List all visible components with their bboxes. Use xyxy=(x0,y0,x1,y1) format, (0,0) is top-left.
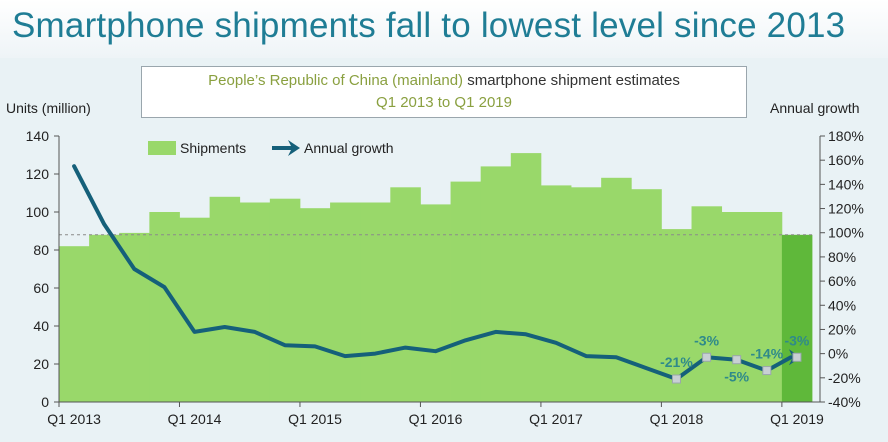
right-axis-title: Annual growth xyxy=(770,100,860,116)
left-tick-label: 120 xyxy=(26,166,50,182)
left-tick-label: 20 xyxy=(33,356,49,372)
bar-q4-2015 xyxy=(390,187,421,402)
growth-point-marker xyxy=(732,355,742,365)
left-tick-label: 40 xyxy=(33,318,49,334)
growth-point-marker xyxy=(762,366,772,376)
subtitle-line-1: People’s Republic of China (mainland) sm… xyxy=(142,72,746,89)
growth-data-label: -5% xyxy=(724,369,749,385)
bar-q3-2017 xyxy=(601,177,632,402)
bar-q4-2014 xyxy=(269,198,301,402)
bar-q1-2019 xyxy=(781,234,813,402)
growth-data-label: -3% xyxy=(694,332,719,348)
legend-growth-arrowhead xyxy=(288,140,300,156)
left-tick-label: 140 xyxy=(26,128,50,144)
x-tick-label: Q1 2013 xyxy=(47,411,101,427)
right-tick-label: 120% xyxy=(828,201,864,217)
subtitle-region: People’s Republic of China (mainland) xyxy=(208,72,468,89)
bar-q2-2013 xyxy=(89,234,120,402)
x-tick-label: Q1 2017 xyxy=(529,411,583,427)
left-tick-label: 100 xyxy=(26,204,50,220)
bar-q1-2013 xyxy=(59,246,90,402)
x-tick-label: Q1 2019 xyxy=(770,411,824,427)
right-tick-label: 100% xyxy=(828,225,864,241)
x-tick-label: Q1 2015 xyxy=(288,411,342,427)
right-tick-label: 60% xyxy=(828,273,856,289)
bar-q3-2014 xyxy=(239,202,271,402)
right-tick-label: 20% xyxy=(828,321,856,337)
right-tick-label: -40% xyxy=(828,394,861,410)
subtitle-description: smartphone shipment estimates xyxy=(467,72,680,89)
right-tick-label: 160% xyxy=(828,152,864,168)
growth-point-marker xyxy=(702,352,712,362)
left-axis-title: Units (million) xyxy=(6,100,91,116)
bar-q1-2017 xyxy=(540,185,572,402)
bar-q2-2014 xyxy=(209,196,241,402)
bar-q3-2018 xyxy=(721,212,753,402)
right-tick-label: 180% xyxy=(828,128,864,144)
left-tick-label: 0 xyxy=(41,394,49,410)
chart-headline: Smartphone shipments fall to lowest leve… xyxy=(12,6,846,45)
headline-banner: Smartphone shipments fall to lowest leve… xyxy=(0,0,888,58)
left-tick-label: 60 xyxy=(33,280,49,296)
growth-point-marker xyxy=(671,374,681,384)
x-tick-label: Q1 2016 xyxy=(409,411,463,427)
bar-q3-2015 xyxy=(360,202,391,402)
right-tick-label: 40% xyxy=(828,297,856,313)
bar-q4-2016 xyxy=(510,153,542,402)
x-tick-label: Q1 2014 xyxy=(168,411,222,427)
bar-q4-2013 xyxy=(149,212,180,402)
growth-data-label: -21% xyxy=(660,354,693,370)
bar-q3-2016 xyxy=(480,166,512,402)
bar-q2-2016 xyxy=(450,181,482,402)
bar-q1-2014 xyxy=(179,217,210,402)
bar-q1-2015 xyxy=(299,208,331,402)
x-tick-label: Q1 2018 xyxy=(650,411,704,427)
bar-q2-2015 xyxy=(330,202,361,402)
bar-q3-2013 xyxy=(119,232,150,402)
legend-shipments-label: Shipments xyxy=(180,140,246,156)
growth-data-label: -14% xyxy=(750,346,783,362)
right-tick-label: -20% xyxy=(828,370,861,386)
bar-q2-2018 xyxy=(691,206,723,402)
growth-point-marker xyxy=(792,352,802,362)
right-tick-label: 0% xyxy=(828,346,848,362)
right-tick-label: 140% xyxy=(828,176,864,192)
bar-q2-2017 xyxy=(571,187,602,402)
right-tick-label: 80% xyxy=(828,249,856,265)
bar-q1-2016 xyxy=(420,204,451,402)
legend-growth-label: Annual growth xyxy=(304,140,394,156)
growth-data-label: -3% xyxy=(784,332,809,348)
left-tick-label: 80 xyxy=(33,242,49,258)
subtitle-period: Q1 2013 to Q1 2019 xyxy=(376,94,512,111)
legend-shipments-swatch xyxy=(148,141,176,155)
subtitle-box: People’s Republic of China (mainland) sm… xyxy=(141,66,747,118)
